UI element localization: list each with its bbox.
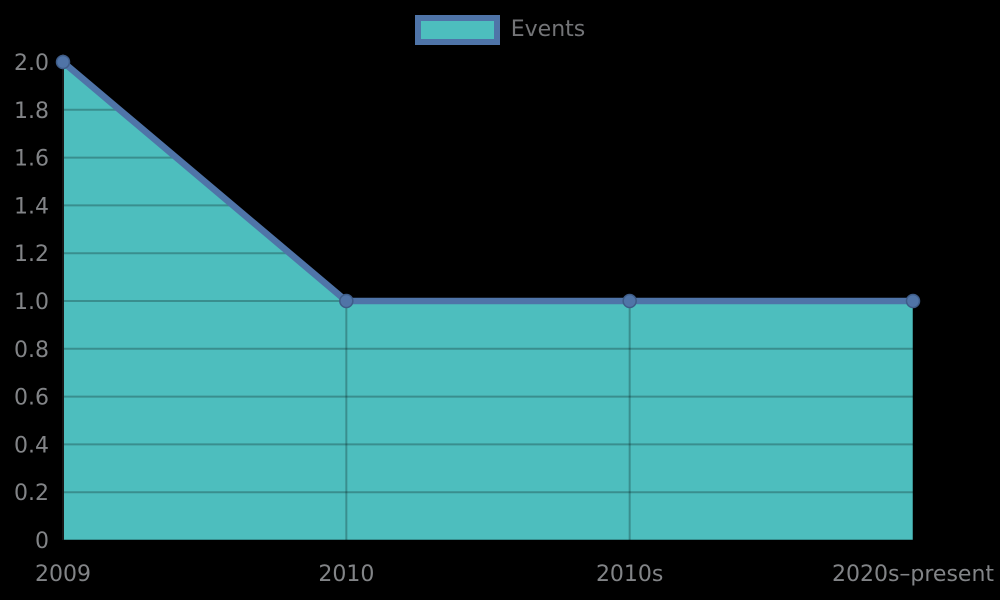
y-tick-label: 1.2 (14, 242, 49, 267)
y-tick-label: 1.0 (14, 290, 49, 315)
data-point-marker (905, 293, 921, 309)
y-tick-label: 1.4 (14, 194, 49, 219)
y-tick-label: 1.6 (14, 147, 49, 172)
x-tick-label: 2009 (35, 562, 91, 587)
x-tick-label: 2010 (318, 562, 374, 587)
y-tick-label: 0 (35, 529, 49, 554)
y-tick-label: 0.8 (14, 338, 49, 363)
legend-swatch-icon (414, 15, 500, 45)
legend: Events (0, 15, 1000, 45)
x-tick-label: 2020s–present (832, 562, 994, 587)
y-tick-label: 1.8 (14, 99, 49, 124)
y-tick-label: 0.4 (14, 433, 49, 458)
y-tick-label: 2.0 (14, 51, 49, 76)
y-tick-label: 0.6 (14, 386, 49, 411)
y-tick-label: 0.2 (14, 481, 49, 506)
data-point-marker (55, 54, 71, 70)
data-point-marker (339, 293, 354, 309)
data-point-marker (622, 293, 637, 309)
x-tick-label: 2010s (596, 562, 663, 587)
legend-label: Events (510, 17, 586, 42)
series-line (59, 58, 917, 305)
